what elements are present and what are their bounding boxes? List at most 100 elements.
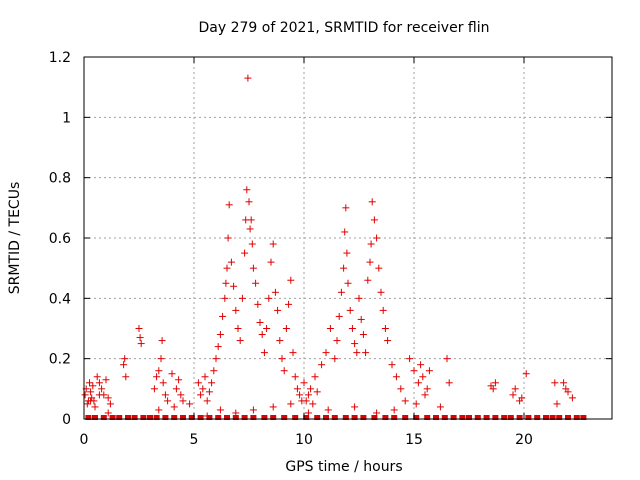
data-point: [98, 385, 106, 393]
data-point: [232, 306, 240, 314]
data-point: [341, 228, 349, 236]
data-point: [313, 388, 321, 396]
data-point: [263, 325, 271, 332]
data-point: [366, 258, 374, 266]
data-point: [302, 397, 310, 405]
data-point: [296, 391, 304, 399]
data-point: [87, 388, 95, 396]
data-point: [175, 376, 183, 384]
data-point: [210, 367, 218, 375]
data-point: [370, 216, 378, 224]
data-point: [436, 403, 444, 411]
data-point: [564, 388, 572, 396]
data-point: [326, 325, 334, 332]
y-tick-label: 0.4: [49, 291, 71, 307]
zero-value-marker: [188, 415, 195, 420]
zero-value-marker: [323, 415, 329, 420]
data-point: [421, 391, 429, 399]
data-point: [201, 373, 209, 381]
data-point: [170, 403, 178, 411]
data-point: [121, 355, 129, 363]
data-point: [249, 264, 257, 272]
data-point: [293, 385, 301, 393]
data-point: [91, 403, 99, 411]
data-point: [331, 355, 339, 363]
zero-value-marker: [131, 415, 138, 420]
zero-value-marker: [402, 415, 409, 420]
zero-value-marker: [116, 415, 123, 420]
data-point: [276, 337, 284, 345]
data-point: [351, 403, 359, 411]
data-point: [161, 391, 169, 399]
data-point: [159, 379, 167, 387]
zero-value-marker: [459, 415, 466, 420]
data-point: [375, 264, 383, 272]
data-point: [246, 225, 254, 233]
zero-value-marker: [424, 415, 431, 420]
data-point: [164, 397, 172, 405]
data-point: [359, 331, 367, 339]
data-point: [291, 373, 299, 381]
y-tick-label: 1: [62, 110, 71, 126]
zero-value-marker: [232, 415, 239, 420]
data-point: [102, 376, 110, 384]
data-point: [333, 337, 341, 345]
data-point: [158, 337, 166, 345]
data-point: [445, 379, 453, 387]
zero-value-marker: [197, 415, 204, 420]
zero-value-marker: [206, 415, 213, 420]
data-point: [265, 294, 273, 302]
data-point: [397, 385, 405, 393]
zero-value-marker: [516, 415, 523, 420]
zero-value-marker: [549, 415, 556, 420]
y-tick-label: 0.8: [49, 171, 71, 187]
data-point: [258, 331, 266, 339]
x-tick-label: 15: [405, 432, 423, 448]
data-point: [243, 186, 251, 194]
data-point: [214, 343, 222, 351]
data-point: [172, 385, 180, 393]
y-tick-label: 1.2: [49, 50, 71, 66]
zero-value-marker: [507, 415, 514, 420]
data-point: [287, 400, 295, 408]
data-point: [81, 391, 89, 399]
zero-value-marker: [109, 415, 116, 420]
data-point: [373, 234, 381, 242]
data-point: [560, 379, 568, 387]
y-tick-label: 0: [62, 412, 71, 428]
data-point: [269, 240, 277, 248]
zero-value-marker: [501, 415, 508, 420]
zero-value-marker: [483, 415, 490, 420]
zero-value-marker: [360, 415, 367, 420]
data-point: [509, 391, 517, 399]
zero-value-marker: [100, 415, 107, 420]
zero-value-marker: [382, 415, 389, 420]
data-point: [417, 361, 425, 369]
data-point: [241, 249, 249, 257]
data-point: [351, 340, 359, 348]
data-point: [247, 216, 255, 224]
data-point: [104, 409, 112, 417]
zero-value-marker: [351, 415, 358, 420]
data-point: [95, 391, 103, 399]
data-point: [221, 294, 229, 302]
y-axis-label: SRMTID / TECUs: [7, 182, 23, 295]
data-point: [353, 349, 361, 357]
zero-value-marker: [241, 415, 248, 420]
data-point: [248, 240, 256, 248]
data-point: [344, 279, 352, 287]
zero-value-marker: [261, 415, 268, 420]
data-point: [225, 201, 233, 209]
zero-value-marker: [180, 415, 186, 420]
data-point: [406, 355, 414, 363]
data-point: [568, 394, 576, 402]
zero-value-marker: [391, 415, 398, 420]
zero-value-marker: [331, 415, 338, 420]
data-point: [410, 367, 418, 375]
data-point: [367, 240, 375, 248]
data-point: [260, 349, 268, 357]
data-point: [269, 403, 277, 411]
data-point: [518, 394, 526, 402]
data-point: [155, 367, 163, 375]
